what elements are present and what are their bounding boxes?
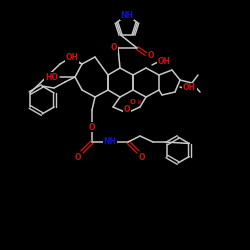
Text: NH: NH [120, 10, 134, 20]
Text: HO: HO [45, 72, 58, 82]
Text: O: O [139, 152, 145, 162]
Text: OH: OH [183, 84, 196, 92]
Text: O: O [148, 52, 154, 60]
Text: O: O [124, 106, 130, 114]
Text: OH: OH [66, 54, 78, 62]
Text: O: O [89, 122, 95, 132]
Text: II: II [137, 100, 141, 105]
Text: O: O [130, 99, 136, 105]
Text: NH: NH [104, 138, 117, 146]
Text: OH: OH [158, 58, 171, 66]
Text: O: O [111, 44, 117, 52]
Text: O: O [75, 152, 81, 162]
